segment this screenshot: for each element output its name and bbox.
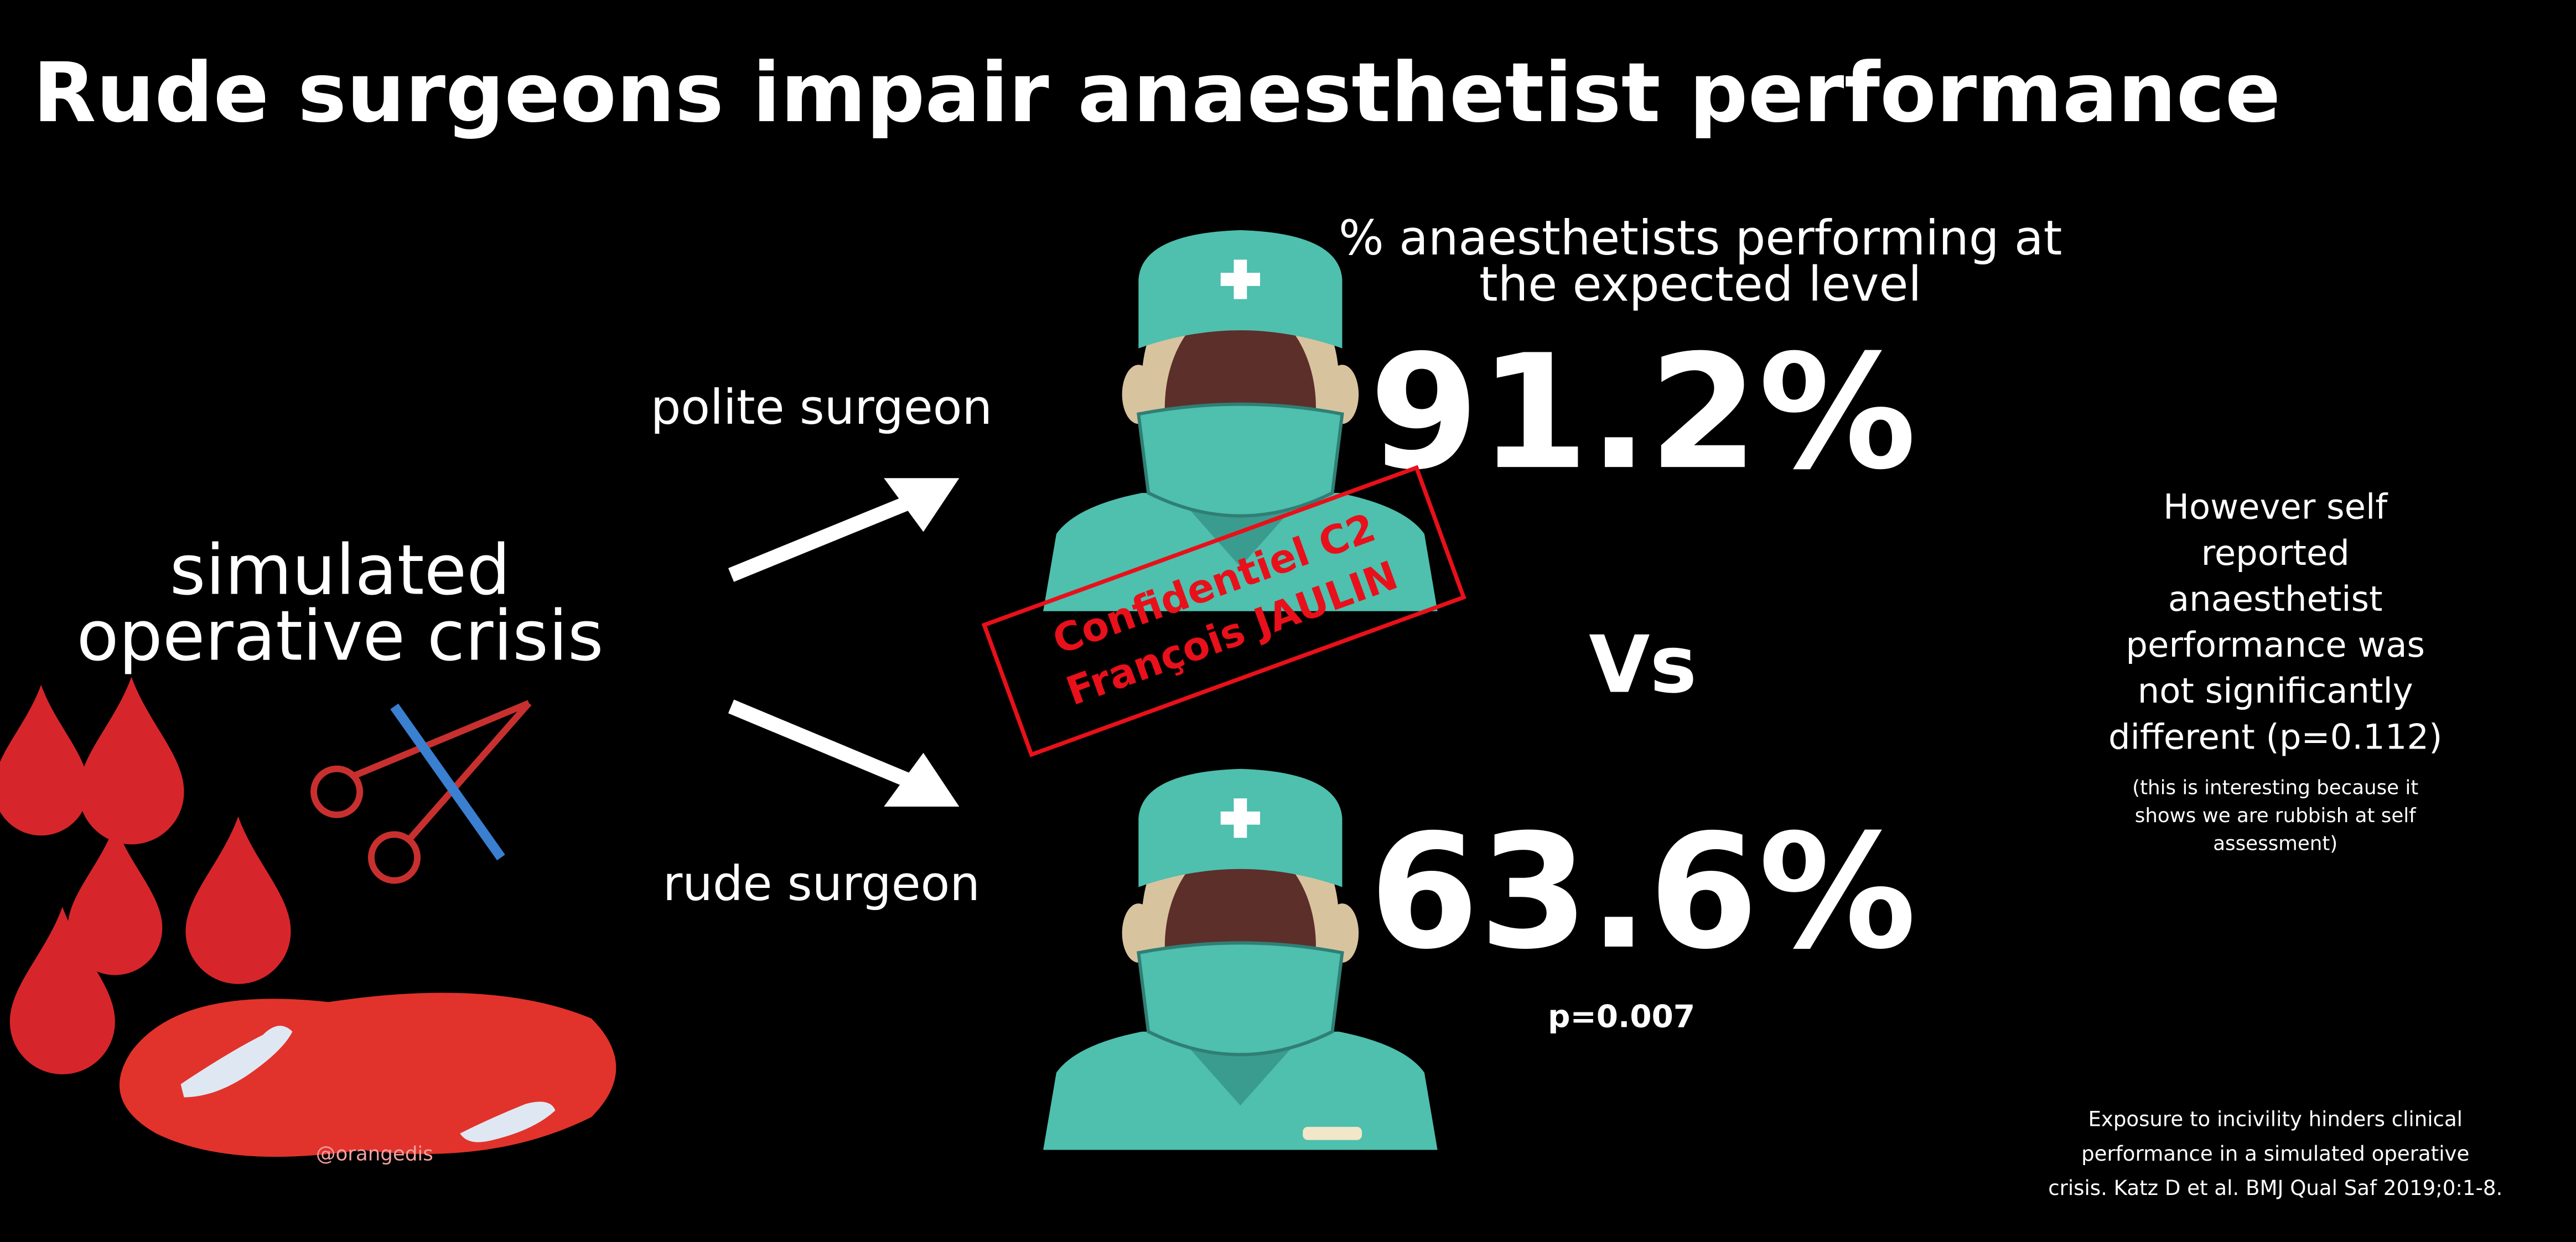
citation-line: crisis. Katz D et al. BMJ Qual Saf 2019;… bbox=[2048, 1176, 2502, 1200]
rude-result: 63.6% bbox=[1369, 801, 1916, 984]
subtitle: the expected level bbox=[1479, 257, 1921, 312]
side-note-line: different (p=0.112) bbox=[2108, 716, 2442, 757]
blood-drop bbox=[79, 677, 184, 844]
side-note-line: reported bbox=[2201, 533, 2350, 573]
scissors-handle bbox=[371, 834, 417, 880]
citation: Exposure to incivility hinders clinical … bbox=[2048, 1108, 2502, 1201]
side-aside-line: shows we are rubbish at self bbox=[2135, 804, 2417, 827]
side-note-line: not significantly bbox=[2138, 671, 2413, 711]
credit: @orangedis bbox=[316, 1142, 433, 1165]
page: Rude surgeons impair anaesthetist perfor… bbox=[0, 0, 2576, 1242]
scenario: operative crisis bbox=[76, 596, 603, 676]
side-aside: (this is interesting because it shows we… bbox=[2132, 776, 2418, 855]
side-note-line: However self bbox=[2163, 487, 2388, 527]
arrow-shaft bbox=[731, 498, 920, 575]
arrow-shaft bbox=[731, 706, 920, 786]
side-note-line: anaesthetist bbox=[2168, 579, 2383, 619]
side-aside-line: assessment) bbox=[2213, 832, 2337, 855]
scissors-blade bbox=[355, 703, 529, 776]
side-aside-line: (this is interesting because it bbox=[2132, 776, 2418, 799]
p-value: p=0.007 bbox=[1548, 999, 1695, 1035]
polite-result: 91.2% bbox=[1369, 321, 1916, 505]
pocket bbox=[1303, 1127, 1362, 1140]
versus: Vs bbox=[1589, 619, 1697, 711]
scissors-handle bbox=[314, 769, 360, 815]
infographic: Rude surgeons impair anaesthetist perfor… bbox=[0, 0, 2576, 1242]
citation-line: Exposure to incivility hinders clinical bbox=[2088, 1108, 2463, 1131]
polite-label: polite surgeon bbox=[651, 380, 992, 435]
title: Rude surgeons impair anaesthetist perfor… bbox=[33, 45, 2280, 141]
crisis-illustration: @orangedis bbox=[0, 677, 616, 1165]
rude-label: rude surgeon bbox=[663, 856, 980, 912]
blood-puddle bbox=[120, 993, 616, 1157]
blood-drop bbox=[185, 817, 291, 984]
arrows bbox=[731, 480, 956, 805]
blood-drop bbox=[0, 685, 89, 836]
side-note-line: performance was bbox=[2126, 625, 2425, 665]
citation-line: performance in a simulated operative bbox=[2081, 1142, 2469, 1166]
side-note: However self reported anaesthetist perfo… bbox=[2108, 487, 2442, 757]
